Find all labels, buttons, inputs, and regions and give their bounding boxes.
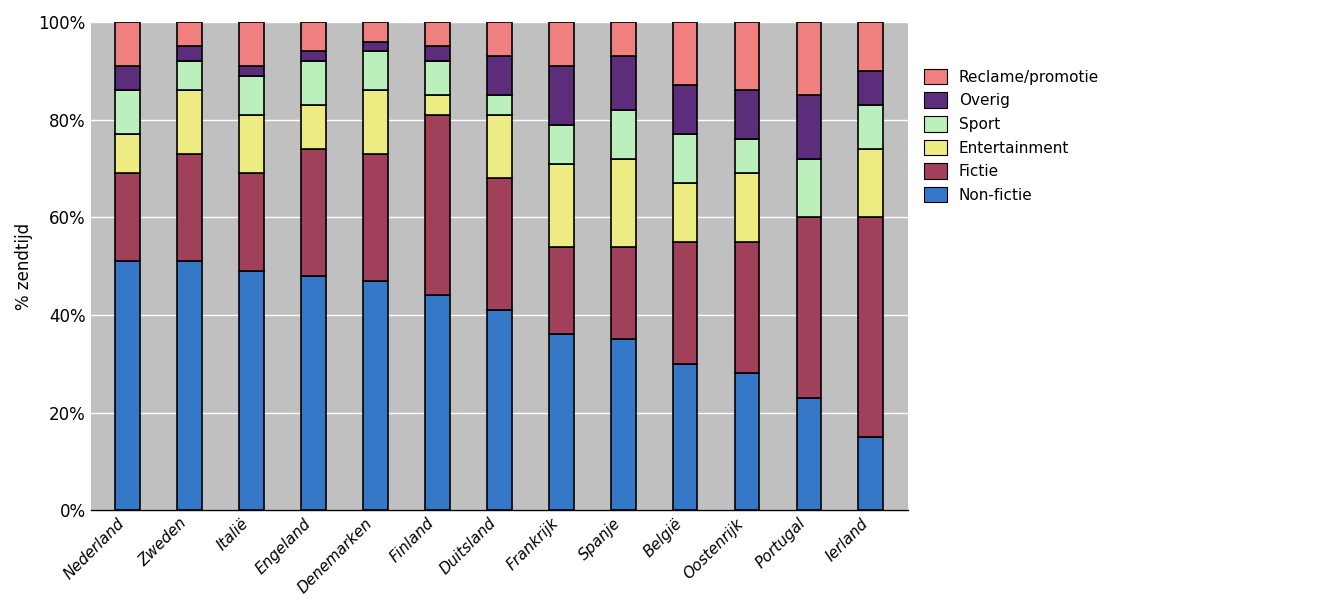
Bar — [486, 178, 512, 310]
Bar — [796, 95, 821, 159]
Bar — [239, 66, 264, 76]
Bar — [735, 373, 759, 510]
Bar — [363, 280, 388, 510]
Bar — [425, 95, 449, 115]
Bar — [672, 242, 698, 364]
Bar — [302, 149, 326, 276]
Bar — [239, 174, 264, 271]
Bar — [672, 86, 698, 134]
Bar — [116, 174, 140, 262]
Bar — [735, 90, 759, 139]
Bar — [425, 61, 449, 95]
Bar — [672, 364, 698, 510]
Bar — [239, 115, 264, 174]
Bar — [363, 51, 388, 90]
Bar — [239, 22, 264, 66]
Bar — [735, 242, 759, 373]
Bar — [796, 22, 821, 95]
Bar — [549, 247, 574, 334]
Bar — [859, 22, 884, 71]
Bar — [425, 22, 449, 46]
Bar — [239, 271, 264, 510]
Bar — [859, 149, 884, 218]
Bar — [116, 66, 140, 90]
Bar — [611, 339, 635, 510]
Bar — [611, 247, 635, 339]
Bar — [425, 46, 449, 61]
Bar — [116, 22, 140, 66]
Bar — [672, 183, 698, 242]
Bar — [177, 90, 202, 154]
Bar — [177, 61, 202, 90]
Bar — [302, 105, 326, 149]
Bar — [363, 154, 388, 280]
Bar — [486, 310, 512, 510]
Bar — [735, 22, 759, 90]
Bar — [672, 22, 698, 86]
Bar — [859, 437, 884, 510]
Bar — [486, 95, 512, 115]
Y-axis label: % zendtijd: % zendtijd — [15, 222, 33, 310]
Bar — [302, 51, 326, 61]
Bar — [116, 262, 140, 510]
Bar — [302, 276, 326, 510]
Bar — [116, 90, 140, 134]
Bar — [796, 159, 821, 218]
Bar — [363, 90, 388, 154]
Bar — [486, 115, 512, 178]
Bar — [672, 134, 698, 183]
Bar — [363, 22, 388, 42]
Bar — [796, 218, 821, 398]
Bar — [796, 398, 821, 510]
Bar — [549, 334, 574, 510]
Bar — [486, 22, 512, 56]
Bar — [425, 115, 449, 295]
Legend: Reclame/promotie, Overig, Sport, Entertainment, Fictie, Non-fictie: Reclame/promotie, Overig, Sport, Enterta… — [924, 68, 1099, 203]
Bar — [302, 22, 326, 51]
Bar — [363, 42, 388, 51]
Bar — [486, 56, 512, 95]
Bar — [611, 22, 635, 56]
Bar — [611, 110, 635, 159]
Bar — [859, 71, 884, 105]
Bar — [549, 22, 574, 66]
Bar — [859, 105, 884, 149]
Bar — [611, 56, 635, 110]
Bar — [425, 295, 449, 510]
Bar — [859, 218, 884, 437]
Bar — [177, 46, 202, 61]
Bar — [549, 66, 574, 125]
Bar — [239, 76, 264, 115]
Bar — [177, 262, 202, 510]
Bar — [177, 22, 202, 46]
Bar — [302, 61, 326, 105]
Bar — [549, 125, 574, 164]
Bar — [611, 159, 635, 247]
Bar — [735, 139, 759, 174]
Bar — [116, 134, 140, 174]
Bar — [735, 174, 759, 242]
Bar — [549, 164, 574, 247]
Bar — [177, 154, 202, 262]
